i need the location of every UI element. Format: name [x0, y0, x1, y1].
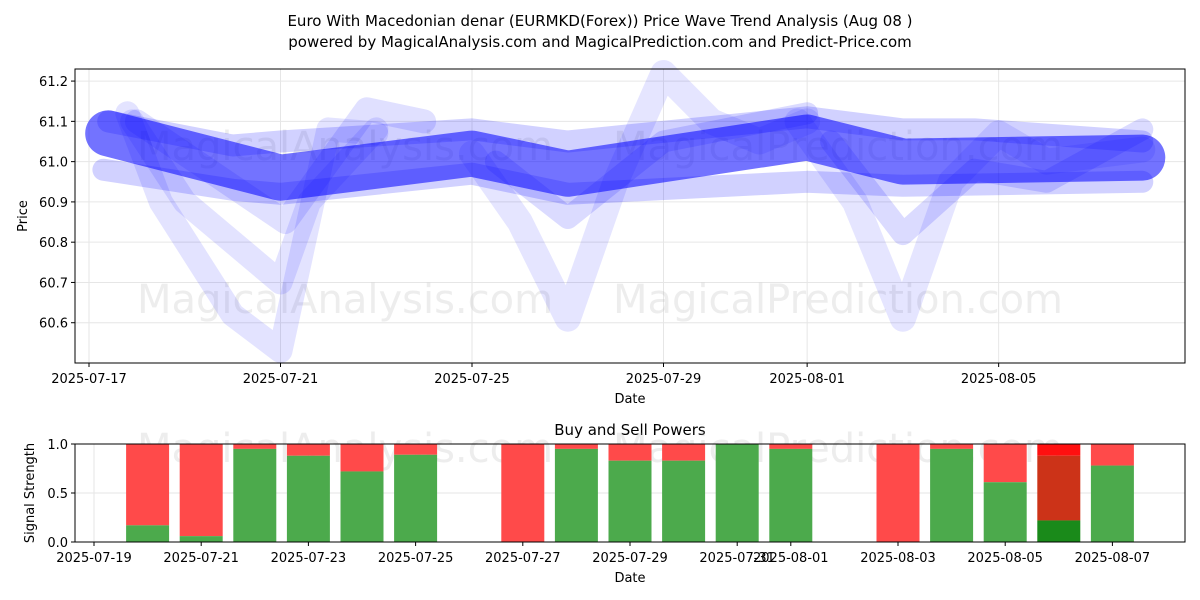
chart-title-line1: Euro With Macedonian denar (EURMKD(Forex…: [287, 12, 912, 30]
power-x-tick-label-6: 2025-07-31: [699, 551, 775, 566]
power-bar-sell-11: [769, 444, 813, 449]
power-bar-buy-5: [394, 454, 438, 542]
price-x-ticks: 2025-07-17 2025-07-21 2025-07-25 2025-07-29…: [51, 363, 1036, 387]
power-bar-buy-13: [930, 448, 974, 542]
price-x-tick-label-5: 2025-08-05: [961, 372, 1037, 387]
price-chart: MagicalAnalysis.com MagicalPrediction.com…: [16, 60, 1186, 407]
power-bar-buy-11: [769, 448, 813, 542]
power-x-tick-label-2: 2025-07-23: [271, 551, 347, 566]
price-y-tick-label-4: 61.0: [39, 156, 68, 171]
power-x-tick-label-0: 2025-07-19: [56, 551, 132, 566]
power-bar-sell-15: [1037, 455, 1081, 521]
power-bar-sell-16: [1090, 444, 1134, 466]
price-y-tick-label-2: 60.8: [39, 236, 68, 251]
power-bar-buy-7: [554, 448, 598, 542]
price-series-band-upper: [97, 106, 1154, 157]
price-x-tick-label-4: 2025-08-01: [769, 372, 845, 387]
power-x-tick-label-9: 2025-08-05: [967, 551, 1043, 566]
chart-title-line2: powered by MagicalAnalysis.com and Magic…: [288, 33, 912, 51]
power-bar-6: [501, 444, 545, 542]
power-bar-14: [983, 444, 1027, 542]
power-bar-sell-1: [179, 444, 223, 537]
power-x-tick-label-1: 2025-07-21: [163, 551, 239, 566]
power-bar-sell-2: [233, 444, 277, 449]
power-y-tick-label-1: 0.5: [47, 487, 68, 502]
power-bar-10: [715, 444, 759, 542]
power-bar-buy-8: [608, 460, 652, 542]
price-watermark-prediction-lower: MagicalPrediction.com: [613, 277, 1063, 323]
price-y-ticks: 60.6 60.7 60.8 60.9 61.0 61.1 61.2: [39, 75, 75, 332]
power-bar-sell-0: [126, 444, 170, 526]
power-bar-buy-9: [662, 460, 706, 542]
price-x-tick-label-2: 2025-07-25: [434, 372, 510, 387]
power-bar-7: [554, 444, 598, 542]
power-x-tick-label-3: 2025-07-25: [378, 551, 454, 566]
power-x-tick-label-8: 2025-08-03: [860, 551, 936, 566]
power-bar-0: [126, 444, 170, 542]
price-y-tick-label-0: 60.6: [39, 317, 68, 332]
price-series: [85, 60, 1166, 363]
price-y-tick-label-3: 60.9: [39, 196, 68, 211]
power-bar-9: [662, 444, 706, 542]
power-y-axis-label: Signal Strength: [23, 443, 38, 543]
power-x-tick-label-4: 2025-07-27: [485, 551, 561, 566]
power-y-tick-label-0: 0.0: [47, 536, 68, 551]
power-x-axis-label: Date: [614, 571, 645, 586]
price-axes-frame: [74, 68, 1186, 364]
power-bar-4: [340, 444, 384, 542]
power-bar-12: [876, 444, 920, 542]
power-y-tick-label-2: 1.0: [47, 438, 68, 453]
power-bar-sell-14: [983, 444, 1027, 483]
power-bar-buy-0: [126, 525, 170, 542]
power-chart: Buy and Sell Powers MagicalAnalysis.comM…: [23, 421, 1186, 586]
power-bar-16: [1090, 444, 1134, 542]
price-x-tick-label-1: 2025-07-21: [243, 372, 319, 387]
power-bar-13: [930, 444, 974, 542]
power-bar-buy-14: [983, 482, 1027, 542]
power-bar-sell-3: [286, 444, 330, 456]
power-chart-title: Buy and Sell Powers: [554, 421, 706, 439]
power-x-tick-label-7: 2025-08-01: [753, 551, 829, 566]
price-watermark-analysis-lower: MagicalAnalysis.com: [137, 277, 553, 323]
power-bar-buy-10: [715, 444, 759, 542]
power-bars: [126, 444, 1134, 542]
price-x-axis-label: Date: [614, 392, 645, 407]
power-bar-buy-1: [179, 536, 223, 542]
price-y-tick-label-6: 61.2: [39, 75, 68, 90]
power-bar-buy-15: [1037, 520, 1081, 542]
power-bar-1: [179, 444, 223, 542]
power-bar-sell-13: [930, 444, 974, 449]
price-series-main-trend: [85, 110, 1166, 201]
price-y-tick-label-5: 61.1: [39, 115, 68, 130]
power-bar-sell-12: [876, 444, 920, 542]
power-bar-sell-8: [608, 444, 652, 461]
power-x-tick-label-10: 2025-08-07: [1075, 551, 1151, 566]
price-y-axis-label: Price: [16, 200, 31, 232]
power-bar-buy-4: [340, 471, 384, 542]
power-x-ticks: 2025-07-19 2025-07-21 2025-07-23 2025-07-25…: [56, 542, 1150, 566]
power-bar-sell-6: [501, 444, 545, 542]
power-bar-sell-7: [554, 444, 598, 449]
power-bar-15: [1037, 444, 1081, 542]
power-bar-2: [233, 444, 277, 542]
price-y-tick-label-1: 60.7: [39, 276, 68, 291]
price-x-tick-label-0: 2025-07-17: [51, 372, 127, 387]
power-bar-buy-16: [1090, 465, 1134, 542]
power-y-ticks: 0.0 0.5 1.0: [47, 438, 75, 551]
power-bar-11: [769, 444, 813, 542]
power-bar-buy-2: [233, 448, 277, 542]
price-x-tick-label-3: 2025-07-29: [626, 372, 702, 387]
power-bar-3: [286, 444, 330, 542]
power-x-tick-label-5: 2025-07-29: [592, 551, 668, 566]
power-bar-sell-top-15: [1037, 444, 1081, 456]
power-bar-5: [394, 444, 438, 542]
power-bar-sell-5: [394, 444, 438, 455]
price-series-wave-1: [115, 101, 389, 363]
power-bar-8: [608, 444, 652, 542]
power-bar-sell-9: [662, 444, 706, 461]
power-bar-sell-4: [340, 444, 384, 472]
power-bar-buy-3: [286, 455, 330, 542]
